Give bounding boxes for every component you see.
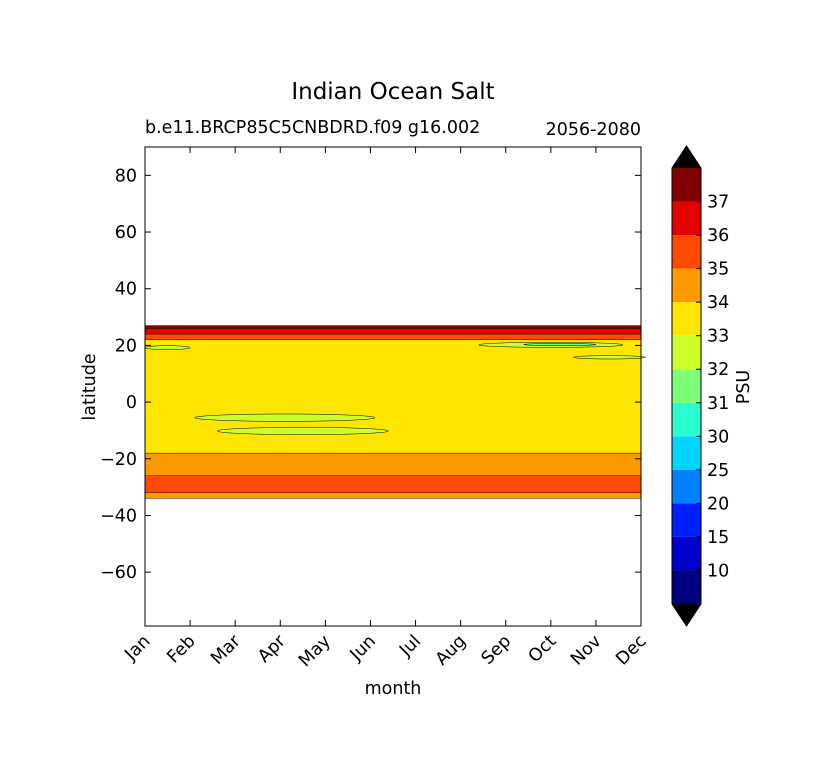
contour-patches bbox=[144, 342, 646, 435]
contour-band bbox=[144, 339, 642, 454]
contour-patch bbox=[194, 413, 376, 422]
y-tick-label: 20 bbox=[115, 336, 137, 356]
colorbar-segment bbox=[672, 369, 701, 403]
contour-band bbox=[144, 328, 642, 335]
contour-patch bbox=[523, 343, 597, 346]
plot-frame bbox=[144, 146, 642, 627]
y-axis-label: latitude bbox=[80, 353, 100, 420]
x-tick-label: Apr bbox=[254, 631, 290, 667]
colorbar-segment bbox=[672, 570, 701, 604]
colorbar-segment bbox=[672, 536, 701, 571]
x-tick-label: Nov bbox=[567, 631, 605, 669]
y-tick-label: −20 bbox=[100, 450, 137, 470]
chart-subtitle-right: 2056-2080 bbox=[546, 120, 641, 140]
y-tick-label: 60 bbox=[115, 223, 137, 243]
colorbar-label: PSU bbox=[734, 370, 754, 404]
colorbar-tick-label: 30 bbox=[707, 427, 729, 447]
x-tick-label: Oct bbox=[525, 631, 561, 667]
colorbar-segment bbox=[672, 268, 701, 303]
chart-title: Indian Ocean Salt bbox=[291, 79, 494, 105]
colorbar-segment bbox=[672, 302, 701, 336]
y-tick-label: 40 bbox=[115, 280, 137, 300]
contour-band bbox=[144, 452, 642, 476]
x-tick-label: Aug bbox=[432, 631, 470, 669]
colorbar-tick-label: 34 bbox=[707, 293, 729, 313]
colorbar-segment bbox=[672, 402, 701, 437]
colorbar-segment bbox=[672, 335, 701, 370]
colorbar-segment bbox=[672, 168, 701, 202]
contour-band bbox=[144, 325, 642, 329]
x-tick-label: May bbox=[295, 631, 335, 671]
colorbar-segment bbox=[672, 201, 701, 236]
colorbar-tick-label: 33 bbox=[707, 327, 729, 347]
colorbar-segments bbox=[671, 145, 702, 627]
x-tick-label: Jun bbox=[346, 631, 380, 665]
colorbar-extend-under bbox=[672, 604, 701, 626]
colorbar-tick-label: 35 bbox=[707, 260, 729, 280]
colorbar-outline bbox=[671, 145, 702, 627]
colorbar-tick-label: 25 bbox=[707, 461, 729, 481]
x-tick-label: Jan bbox=[121, 631, 155, 665]
colorbar-tick-label: 15 bbox=[707, 528, 729, 548]
y-tick-label: 80 bbox=[115, 166, 137, 186]
contour-patch bbox=[216, 427, 389, 435]
colorbar-tick-label: 20 bbox=[707, 494, 729, 514]
plot-area: Jan Feb Mar Apr May Jun Jul Aug Sep Oct Nov Dec 80 6… bbox=[100, 146, 651, 671]
colorbar-tick-label: 36 bbox=[707, 226, 729, 246]
chart-subtitle-left: b.e11.BRCP85C5CNBDRD.f09 g16.002 bbox=[145, 118, 480, 138]
x-tick-label: Dec bbox=[612, 631, 650, 669]
x-axis-label: month bbox=[365, 679, 422, 699]
colorbar-segment bbox=[672, 235, 701, 269]
y-axis-ticks: 80 60 40 20 0 −20 −40 −60 bbox=[100, 166, 641, 583]
contour-band bbox=[144, 333, 642, 340]
colorbar-tick-label: 31 bbox=[707, 394, 729, 414]
contour-bands bbox=[144, 325, 642, 499]
x-tick-label: Mar bbox=[207, 631, 245, 669]
colorbar-extend-over bbox=[672, 146, 701, 168]
y-tick-label: 0 bbox=[126, 393, 137, 413]
contour-patch bbox=[144, 345, 191, 350]
colorbar-tick-label: 10 bbox=[707, 561, 729, 581]
y-tick-label: −40 bbox=[100, 506, 137, 526]
colorbar-segment bbox=[672, 469, 701, 504]
colorbar: 10 15 20 25 30 31 32 33 34 35 36 37 PSU bbox=[671, 145, 754, 627]
colorbar-tick-label: 32 bbox=[707, 360, 729, 380]
colorbar-ticks: 10 15 20 25 30 31 32 33 34 35 36 37 bbox=[696, 193, 729, 581]
colorbar-segment bbox=[672, 436, 701, 470]
contour-band bbox=[144, 475, 642, 493]
contour-band bbox=[144, 492, 642, 499]
y-tick-label: −60 bbox=[100, 563, 137, 583]
colorbar-tick-label: 37 bbox=[707, 193, 729, 213]
x-tick-label: Sep bbox=[478, 631, 515, 668]
x-tick-label: Jul bbox=[395, 631, 425, 661]
colorbar-segment bbox=[672, 503, 701, 537]
x-tick-label: Feb bbox=[164, 631, 200, 667]
contour-patch bbox=[573, 355, 646, 360]
